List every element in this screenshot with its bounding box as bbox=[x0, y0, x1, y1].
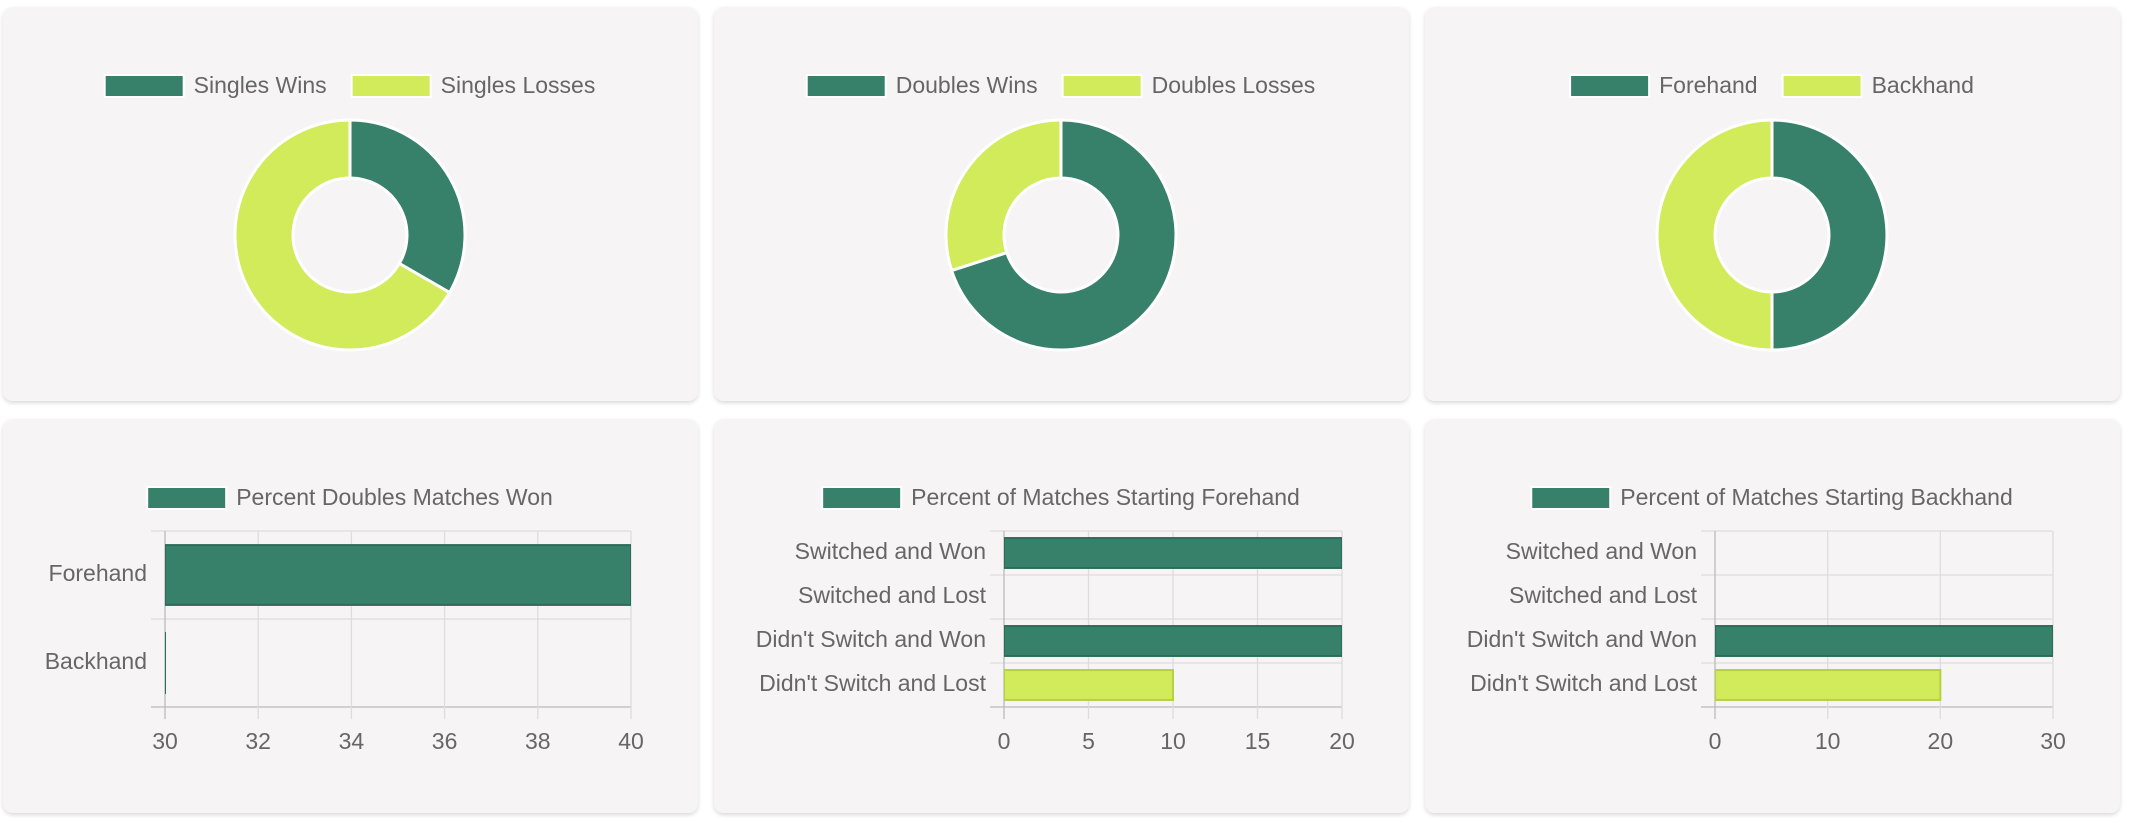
legend: Percent Doubles Matches Won bbox=[146, 484, 553, 510]
x-tick-label: 30 bbox=[152, 728, 178, 754]
x-tick-label: 32 bbox=[245, 728, 271, 754]
doughnut-slice bbox=[233, 118, 452, 352]
x-tick-label: 20 bbox=[1928, 728, 1954, 754]
y-tick-label: Backhand bbox=[45, 648, 147, 674]
y-tick-label: Didn't Switch and Lost bbox=[759, 670, 986, 696]
y-tick-label: Didn't Switch and Won bbox=[756, 626, 986, 652]
legend-label: Singles Losses bbox=[441, 72, 596, 98]
legend-label: Forehand bbox=[1659, 72, 1757, 98]
x-tick-label: 15 bbox=[1245, 728, 1271, 754]
chart-card: Forehand Backhand bbox=[1425, 7, 2120, 401]
card-background bbox=[714, 7, 1409, 401]
legend-label: Doubles Losses bbox=[1152, 72, 1316, 98]
legend: Doubles Wins Doubles Losses bbox=[805, 72, 1316, 98]
x-tick-label: 0 bbox=[998, 728, 1011, 754]
legend-swatch bbox=[821, 486, 903, 510]
y-tick-label: Switched and Won bbox=[1506, 538, 1697, 564]
doughnut-slice bbox=[1770, 118, 1889, 352]
chart-card: Percent Doubles Matches Won Forehand Backh… bbox=[3, 419, 698, 813]
legend-swatch bbox=[1569, 74, 1651, 98]
doughnut-slice bbox=[949, 118, 1178, 352]
legend: Singles Wins Singles Losses bbox=[103, 72, 596, 98]
bar bbox=[1715, 625, 2053, 657]
bar bbox=[1004, 625, 1342, 657]
x-tick-label: 38 bbox=[525, 728, 551, 754]
legend-label: Percent Doubles Matches Won bbox=[236, 484, 553, 510]
x-tick-label: 30 bbox=[2040, 728, 2066, 754]
legend-swatch bbox=[1061, 74, 1143, 98]
x-tick-label: 36 bbox=[432, 728, 458, 754]
doughnut-slice bbox=[348, 118, 467, 295]
y-tick-label: Didn't Switch and Lost bbox=[1470, 670, 1697, 696]
x-tick-label: 34 bbox=[339, 728, 365, 754]
y-tick-label: Switched and Lost bbox=[1509, 582, 1698, 608]
bar bbox=[1004, 669, 1174, 701]
x-tick-label: 20 bbox=[1329, 728, 1355, 754]
legend-swatch bbox=[1530, 486, 1612, 510]
bar bbox=[1715, 669, 1942, 701]
legend-label: Backhand bbox=[1872, 72, 1974, 98]
card-background bbox=[3, 419, 698, 813]
bar bbox=[1004, 537, 1342, 569]
doughnut-slice bbox=[1655, 118, 1774, 352]
doughnut-slice bbox=[944, 118, 1063, 273]
card-background bbox=[1425, 419, 2120, 813]
x-tick-label: 0 bbox=[1709, 728, 1722, 754]
y-tick-label: Forehand bbox=[49, 560, 147, 586]
legend-label: Doubles Wins bbox=[896, 72, 1038, 98]
legend: Forehand Backhand bbox=[1569, 72, 1974, 98]
chart-card: Singles Wins Singles Losses bbox=[3, 7, 698, 401]
legend: Percent of Matches Starting Backhand bbox=[1530, 484, 2013, 510]
x-tick-label: 40 bbox=[618, 728, 644, 754]
card-background bbox=[3, 7, 698, 401]
chart-card: Percent of Matches Starting Forehand Swit… bbox=[714, 419, 1409, 813]
y-tick-label: Switched and Lost bbox=[798, 582, 987, 608]
x-tick-label: 10 bbox=[1160, 728, 1186, 754]
y-tick-label: Didn't Switch and Won bbox=[1467, 626, 1697, 652]
y-tick-label: Switched and Won bbox=[795, 538, 986, 564]
x-tick-label: 5 bbox=[1082, 728, 1095, 754]
legend-swatch bbox=[103, 74, 185, 98]
legend-swatch bbox=[350, 74, 432, 98]
legend: Percent of Matches Starting Forehand bbox=[821, 484, 1300, 510]
legend-label: Singles Wins bbox=[194, 72, 327, 98]
legend-swatch bbox=[1781, 74, 1863, 98]
chart-card: Doubles Wins Doubles Losses bbox=[714, 7, 1409, 401]
legend-swatch bbox=[146, 486, 228, 510]
card-background bbox=[714, 419, 1409, 813]
legend-label: Percent of Matches Starting Backhand bbox=[1620, 484, 2013, 510]
chart-card: Percent of Matches Starting Backhand Swit… bbox=[1425, 419, 2120, 813]
x-tick-label: 10 bbox=[1815, 728, 1841, 754]
legend-swatch bbox=[805, 74, 887, 98]
legend-label: Percent of Matches Starting Forehand bbox=[911, 484, 1300, 510]
bar bbox=[165, 544, 631, 606]
card-background bbox=[1425, 7, 2120, 401]
